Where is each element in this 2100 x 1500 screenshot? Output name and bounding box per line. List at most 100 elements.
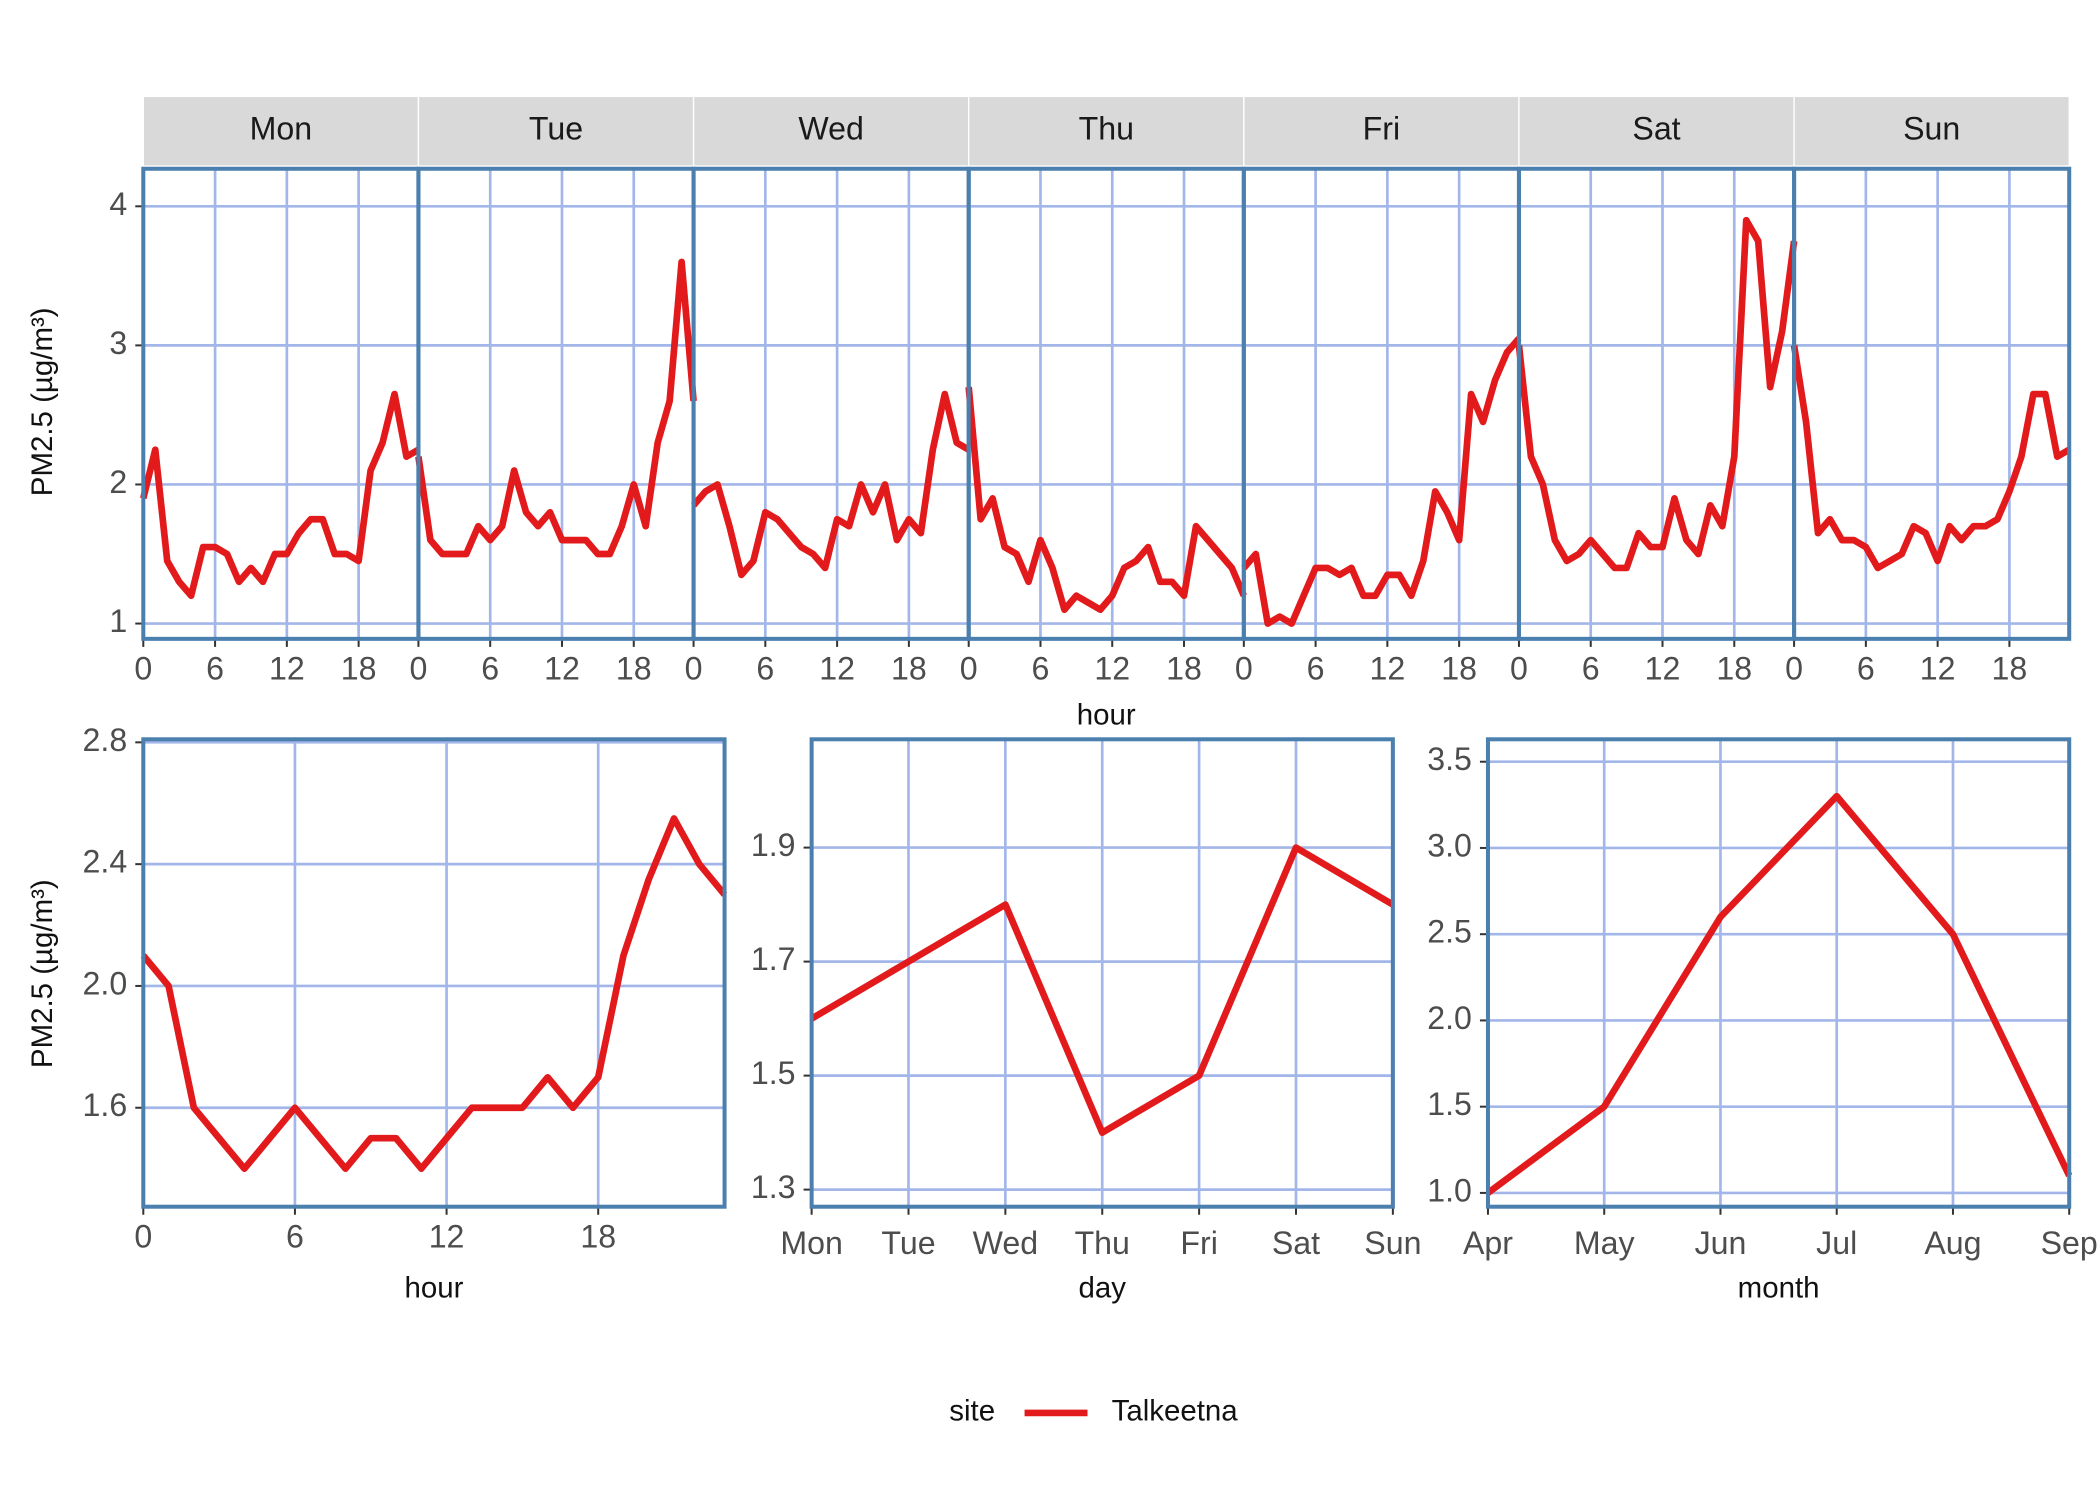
y-tick-label: 1.0 [1427,1172,1472,1208]
y-tick-label: 2.0 [83,965,128,1001]
x-tick-label: 6 [206,650,224,686]
y-tick-label: 3.0 [1427,827,1472,863]
panel-border [1516,166,1797,641]
x-tick-label: 18 [616,650,652,686]
y-tick-label: 1 [109,603,127,639]
data-line [1790,344,2071,572]
x-tick-label: 12 [1645,650,1681,686]
panel-border [1485,737,2072,1209]
y-tick-label: 4 [109,186,127,222]
x-tick-label: 12 [1920,650,1956,686]
x-tick-label: Jul [1816,1225,1857,1261]
strip-label: Wed [798,111,863,147]
x-tick-label: 18 [580,1218,616,1254]
x-tick-label: 0 [1510,650,1528,686]
strip-label: Mon [250,111,313,147]
strip [1243,95,1520,167]
x-tick-label: Fri [1180,1225,1217,1261]
data-line [1485,792,2073,1196]
y-tick-label: 2.0 [1427,1000,1472,1036]
panel-border [416,166,696,641]
x-tick-label: Sat [1272,1225,1320,1261]
y-tick-label: 3 [109,325,127,361]
x-tick-label: 12 [1370,650,1406,686]
x-tick-label: 12 [269,650,305,686]
x-tick-label: 0 [1235,650,1253,686]
x-tick-label: 0 [960,650,978,686]
panel-border [691,166,971,641]
y-tick-label: 2.5 [1427,914,1472,950]
x-tick-label: 18 [1166,650,1202,686]
x-tick-label: Apr [1463,1225,1513,1261]
x-tick-label: 6 [756,650,774,686]
y-tick-label: 2.4 [83,844,128,880]
x-tick-label: 18 [1992,650,2028,686]
x-tick-label: 0 [134,1218,152,1254]
x-tick-label: 0 [134,650,152,686]
y-tick-label: 1.9 [751,827,796,863]
legend-label: Talkeetna [1112,1395,1239,1428]
y-tick-label: 2.8 [83,722,128,758]
data-line [1515,216,1798,572]
data-line [140,390,421,600]
x-tick-label: 18 [1716,650,1752,686]
data-line [140,815,728,1172]
panel-border [966,166,1246,641]
strip-label: Thu [1079,111,1134,147]
x-tick-label: 6 [1032,650,1050,686]
y-axis-title: PM2.5 (µg/m³) [26,879,59,1068]
data-line [691,390,971,579]
data-line [965,386,1247,613]
strip-label: Sat [1632,111,1680,147]
strip [142,95,420,167]
y-tick-label: 1.5 [1427,1086,1472,1122]
x-tick-label: Sep [2041,1225,2098,1261]
x-tick-label: 6 [481,650,499,686]
x-tick-label: 12 [429,1218,465,1254]
strip [692,95,970,167]
y-tick-label: 1.6 [83,1087,128,1123]
panel-border [141,166,421,641]
x-tick-label: 12 [1094,650,1130,686]
x-axis-title: hour [1077,698,1136,731]
strip-label: Tue [529,111,583,147]
x-tick-label: Tue [881,1225,935,1261]
panel-border [141,737,727,1209]
y-tick-label: 3.5 [1427,741,1472,777]
x-tick-label: Wed [973,1225,1038,1261]
legend-title: site [949,1395,995,1428]
data-line [809,844,1395,1136]
data-line [1241,336,1522,627]
y-tick-label: 2 [109,464,127,500]
strip [417,95,695,167]
strip [968,95,1245,167]
x-tick-label: 6 [286,1218,304,1254]
x-tick-label: Aug [1924,1225,1981,1261]
y-axis-title: PM2.5 (µg/m³) [26,307,59,496]
data-line [415,258,697,558]
x-tick-label: 18 [1441,650,1477,686]
panel-border [809,737,1395,1209]
x-tick-label: Thu [1075,1225,1130,1261]
y-tick-label: 1.3 [751,1169,796,1205]
x-tick-label: May [1574,1225,1635,1261]
x-tick-label: 6 [1857,650,1875,686]
x-tick-label: 12 [544,650,580,686]
x-tick-label: 0 [685,650,703,686]
strip [1793,95,2070,167]
x-tick-label: Jun [1695,1225,1747,1261]
x-tick-label: Mon [780,1225,843,1261]
x-tick-label: 12 [819,650,855,686]
x-axis-title: month [1738,1272,1820,1305]
x-tick-label: 18 [891,650,927,686]
panel-border [1792,166,2072,641]
x-tick-label: 6 [1307,650,1325,686]
x-tick-label: 0 [409,650,427,686]
x-axis-title: day [1078,1272,1126,1305]
x-tick-label: Sun [1364,1225,1421,1261]
x-axis-title: hour [404,1272,463,1305]
x-tick-label: 6 [1582,650,1600,686]
x-tick-label: 18 [341,650,377,686]
